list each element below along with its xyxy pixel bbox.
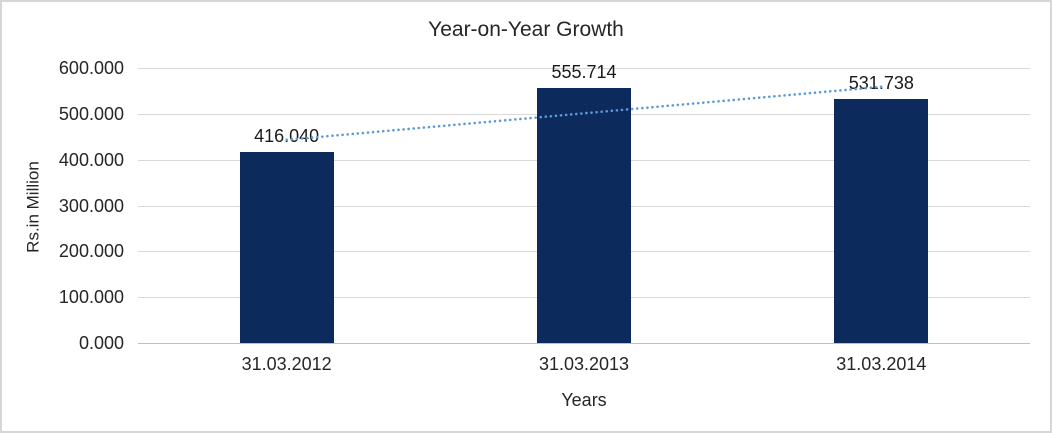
y-tick-label: 200.000 [58, 241, 124, 261]
y-tick-label: 400.000 [58, 150, 124, 170]
bar-data-label: 555.714 [551, 62, 617, 83]
y-tick-label: 500.000 [58, 104, 124, 124]
x-category-label: 31.03.2013 [538, 354, 630, 374]
y-tick-label: 100.000 [58, 287, 124, 307]
bar-data-label: 416.040 [254, 126, 320, 147]
bar-data-label: 531.738 [848, 73, 914, 94]
x-category-label: 31.03.2014 [836, 354, 927, 374]
y-tick-label: 600.000 [58, 58, 124, 78]
chart-title: Year-on-Year Growth [428, 18, 624, 41]
x-axis-line [138, 343, 1030, 344]
y-tick-label: 0.000 [78, 333, 124, 353]
bar [537, 88, 631, 343]
bar [239, 152, 334, 343]
y-tick-label: 300.000 [58, 196, 124, 216]
bar [834, 99, 929, 343]
x-axis-title: Years [561, 390, 607, 410]
gridline [138, 68, 1030, 69]
x-category-label: 31.03.2012 [241, 354, 332, 374]
